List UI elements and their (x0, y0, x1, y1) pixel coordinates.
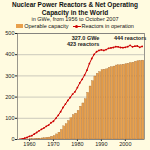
html-text:Operable capacity: Operable capacity (24, 22, 69, 29)
svg-text:444 reactors: 444 reactors (114, 34, 146, 40)
svg-text:200: 200 (5, 93, 14, 99)
svg-text:1960: 1960 (23, 141, 35, 147)
svg-text:327.0 GWe423 reactors: 327.0 GWe423 reactors (67, 34, 99, 46)
svg-text:400: 400 (5, 51, 14, 57)
svg-text:1990: 1990 (95, 141, 107, 147)
svg-text:100: 100 (5, 115, 14, 121)
html-text:Nuclear Power Reactors & Net O: Nuclear Power Reactors & Net Operating C… (12, 1, 138, 16)
svg-text:300: 300 (5, 72, 14, 78)
html-text:in GWe, from 1956 to October 2: in GWe, from 1956 to October 2007 (31, 16, 119, 22)
svg-text:1980: 1980 (71, 141, 83, 147)
svg-text:1970: 1970 (47, 141, 59, 147)
html-text:Reactors in operation: Reactors in operation (81, 22, 134, 29)
svg-text:2000: 2000 (119, 141, 131, 147)
svg-text:500: 500 (5, 30, 14, 36)
svg-text:0: 0 (11, 136, 14, 142)
